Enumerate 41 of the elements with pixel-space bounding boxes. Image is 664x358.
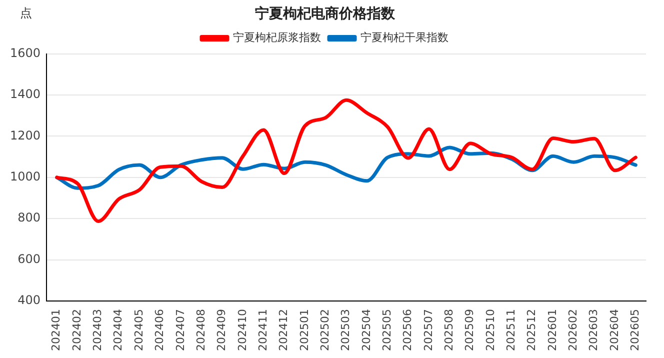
x-tick-label: 202506 (401, 309, 414, 352)
y-tick-label: 1600 (10, 46, 41, 60)
x-tick-label: 202601 (546, 309, 559, 352)
x-tick-label: 202504 (360, 309, 373, 352)
x-tick-label: 202604 (608, 309, 621, 352)
x-tick-label: 202405 (132, 309, 146, 352)
y-tick-label: 1400 (10, 87, 41, 102)
x-tick-label: 202401 (50, 309, 63, 352)
x-tick-label: 202403 (91, 309, 104, 352)
y-tick-label: 800 (18, 210, 41, 225)
y-tick-label: 1200 (10, 128, 41, 142)
line-series (55, 98, 638, 224)
x-tick-label: 202507 (422, 309, 435, 352)
x-tick-label: 202404 (112, 309, 125, 352)
x-tick-label: 202406 (153, 309, 166, 352)
legend-label: 宁夏枸杞原浆指数 (233, 31, 321, 44)
x-tick-label: 202508 (442, 309, 456, 352)
y-tick-label: 1000 (10, 170, 41, 184)
x-tick-label: 202511 (504, 309, 518, 352)
x-tick-label: 202512 (525, 309, 538, 352)
chart-title: 宁夏枸杞电商价格指数 (255, 5, 396, 22)
y-axis-title: 点 (20, 6, 32, 20)
x-tick-label: 202408 (194, 309, 208, 352)
x-tick-label: 202402 (70, 309, 84, 352)
x-tick-label: 202502 (318, 309, 332, 352)
y-tick-label: 600 (18, 252, 41, 266)
x-tick-label: 202602 (566, 309, 580, 352)
x-tick-label: 202412 (277, 309, 290, 352)
x-tick-label: 202509 (463, 309, 476, 352)
x-tick-label: 202510 (484, 309, 497, 352)
x-tick-label: 202503 (339, 309, 352, 352)
x-tick-label: 202410 (236, 309, 249, 352)
legend-label: 宁夏枸杞干果指数 (360, 31, 448, 44)
x-tick-label: 202605 (628, 309, 642, 352)
x-tick-label: 202411 (256, 309, 270, 352)
x-tick-label: 202407 (174, 309, 187, 352)
x-tick-label: 202409 (215, 309, 228, 352)
x-tick-label: 202505 (380, 309, 394, 352)
x-tick-label: 202501 (298, 309, 311, 352)
x-tick-label: 202603 (587, 309, 600, 352)
y-tick-label: 400 (18, 293, 41, 308)
